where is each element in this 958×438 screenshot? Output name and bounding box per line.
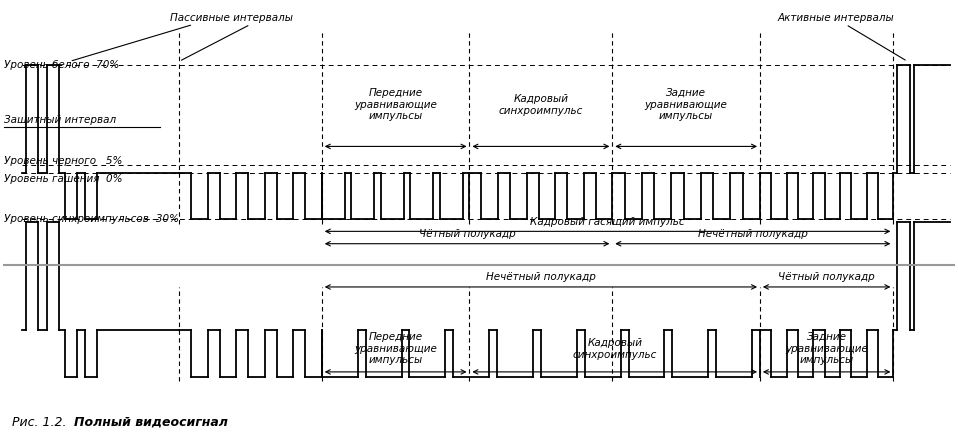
Text: Полный видеосигнал: Полный видеосигнал	[74, 416, 228, 429]
Text: Пассивные интервалы: Пассивные интервалы	[170, 13, 293, 23]
Text: Уровень гашения  0%: Уровень гашения 0%	[4, 174, 123, 184]
Text: Кадровый гасящий импульс: Кадровый гасящий импульс	[531, 217, 685, 227]
Text: Кадровый
синхроимпульс: Кадровый синхроимпульс	[573, 338, 657, 360]
Text: Уровень черного   5%: Уровень черного 5%	[4, 156, 122, 166]
Text: Нечётный полукадр: Нечётный полукадр	[486, 272, 596, 283]
Text: Передние
уравнивающие
импульсы: Передние уравнивающие импульсы	[354, 88, 437, 121]
Text: Задние
уравнивающие
импульсы: Задние уравнивающие импульсы	[645, 88, 727, 121]
Text: Кадровый
синхроимпульс: Кадровый синхроимпульс	[499, 94, 583, 116]
Text: Активные интервалы: Активные интервалы	[778, 13, 895, 23]
Text: Уровень синхроимпульсов -30%: Уровень синхроимпульсов -30%	[4, 214, 179, 224]
Text: Чётный полукадр: Чётный полукадр	[419, 229, 515, 239]
Text: Задние
уравнивающие
импульсы: Задние уравнивающие импульсы	[786, 332, 868, 365]
Text: Уровень белого  70%: Уровень белого 70%	[4, 60, 119, 70]
Text: Защитный интервал: Защитный интервал	[4, 115, 116, 125]
Text: Передние
уравнивающие
импульсы: Передние уравнивающие импульсы	[354, 332, 437, 365]
Text: Чётный полукадр: Чётный полукадр	[778, 272, 875, 283]
Text: Нечётный полукадр: Нечётный полукадр	[697, 229, 808, 239]
Text: Рис. 1.2.: Рис. 1.2.	[12, 416, 67, 429]
